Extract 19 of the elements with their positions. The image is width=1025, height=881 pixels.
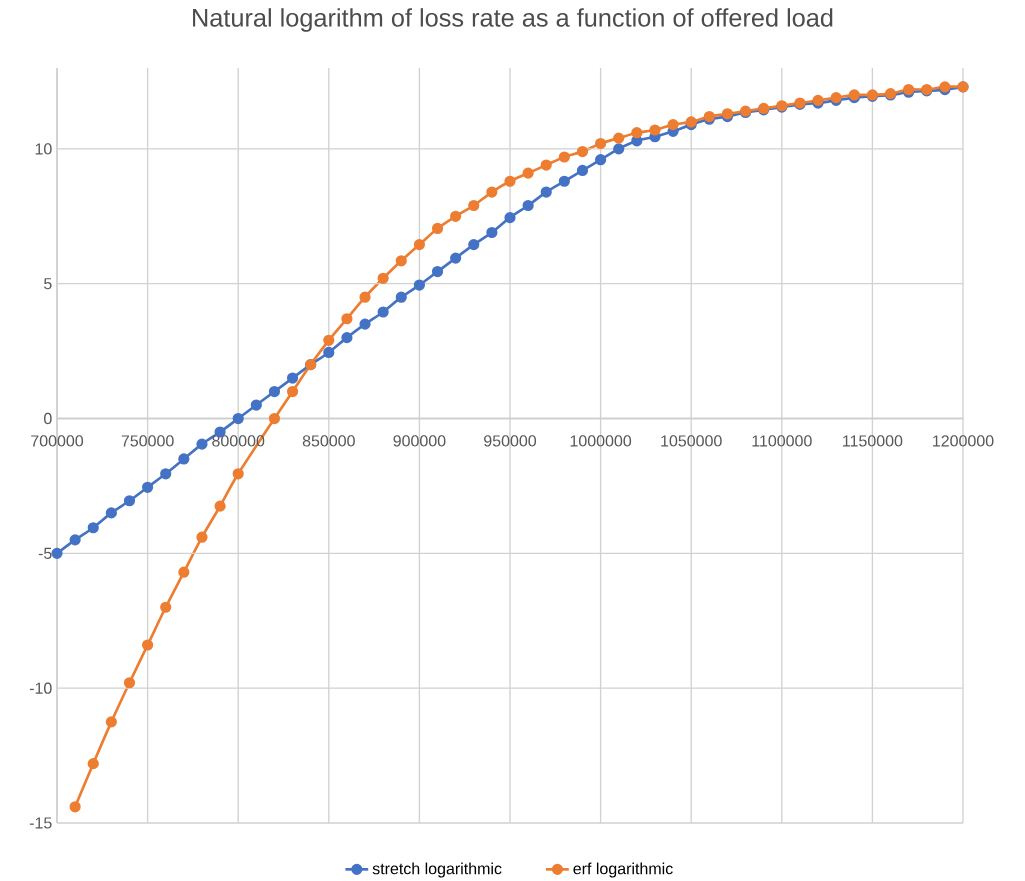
chart-title: Natural logarithm of loss rate as a function of offered load [193,8,833,32]
x-tick-label: 1150000 [843,435,903,447]
x-tick-label: 850000 [302,435,355,447]
x-tick-label: 1050000 [661,435,722,447]
y-tick-label: -10 [29,682,52,694]
y-tick-label: -5 [38,547,52,559]
y-tick-label: 5 [44,278,52,290]
y-tick-label: 0 [44,412,52,425]
x-tick-label: 1000000 [570,435,632,447]
x-tick-label: 750000 [121,435,174,447]
x-tick-label: 950000 [484,435,537,447]
x-tick-label: 1200000 [933,435,994,447]
y-tick-label: 10 [35,143,52,155]
x-tick-label: 900000 [393,435,446,447]
x-tick-label: 1100000 [752,435,812,447]
legend-label: stretch logarithmic [372,862,502,878]
legend-label: erf logarithmic [573,862,673,878]
x-tick-label: 700000 [31,435,84,447]
y-tick-label: -15 [29,817,52,829]
